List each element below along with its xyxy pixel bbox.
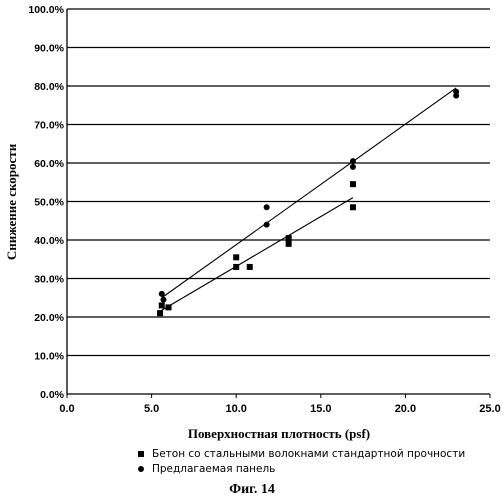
y-tick-label: 20.0% (34, 312, 64, 324)
y-tick-label: 80.0% (34, 81, 64, 93)
circle-data-point (264, 222, 270, 228)
trendline (160, 198, 353, 312)
square-data-point (350, 181, 356, 187)
y-axis-title: Снижение скорости (4, 143, 19, 260)
square-data-point (233, 264, 239, 270)
circle-data-point (453, 89, 459, 95)
x-tick-label: 0.0 (59, 403, 74, 415)
figure-caption: Фиг. 14 (0, 482, 504, 498)
circle-marker-icon (134, 466, 148, 472)
x-tick-label: 5.0 (144, 403, 159, 415)
y-tick-label: 70.0% (34, 120, 64, 132)
y-tick-label: 90.0% (34, 43, 64, 55)
y-tick-label: 10.0% (34, 351, 64, 363)
square-data-point (350, 204, 356, 210)
y-tick-label: 60.0% (34, 158, 64, 170)
trendlines (160, 88, 456, 311)
y-tick-label: 30.0% (34, 274, 64, 286)
legend-item-proposed-panel: Предлагаемая панель (134, 461, 465, 476)
circle-data-point (350, 158, 356, 164)
y-tick-label: 50.0% (34, 197, 64, 209)
x-tick-labels: 0.0 5.0 10.0 15.0 20.0 25.0 (59, 403, 500, 415)
y-tick-label: 40.0% (34, 235, 64, 247)
square-data-point (159, 302, 165, 308)
data-points (157, 89, 459, 316)
legend-label: Бетон со стальными волокнами стандартной… (152, 448, 465, 460)
trendline (162, 88, 456, 298)
square-data-point (247, 264, 253, 270)
legend-item-steel-fiber-concrete: Бетон со стальными волокнами стандартной… (134, 446, 465, 461)
y-tick-label: 0.0% (40, 389, 65, 401)
square-data-point (233, 254, 239, 260)
x-axis-title: Поверхностная плотность (psf) (188, 426, 370, 441)
y-tick-label: 100.0% (28, 4, 64, 16)
velocity-reduction-chart: 0.0% 10.0% 20.0% 30.0% 40.0% 50.0% 60.0% 70.0% 8… (0, 0, 504, 446)
legend-label: Предлагаемая панель (152, 463, 275, 475)
square-marker-icon (134, 451, 148, 457)
x-tick-label: 20.0 (395, 403, 416, 415)
square-data-point (286, 241, 292, 247)
square-data-point (157, 310, 163, 316)
circle-data-point (350, 164, 356, 170)
circle-data-point (264, 204, 270, 210)
x-tick-label: 25.0 (479, 403, 500, 415)
square-data-point (286, 235, 292, 241)
x-tick-label: 15.0 (310, 403, 331, 415)
y-tick-labels: 0.0% 10.0% 20.0% 30.0% 40.0% 50.0% 60.0% 70.0% 8… (28, 4, 64, 401)
circle-data-point (160, 297, 166, 303)
legend: Бетон со стальными волокнами стандартной… (134, 446, 465, 476)
square-data-point (166, 304, 172, 310)
gridlines (67, 9, 490, 398)
circle-data-point (159, 291, 165, 297)
x-tick-label: 10.0 (225, 403, 246, 415)
